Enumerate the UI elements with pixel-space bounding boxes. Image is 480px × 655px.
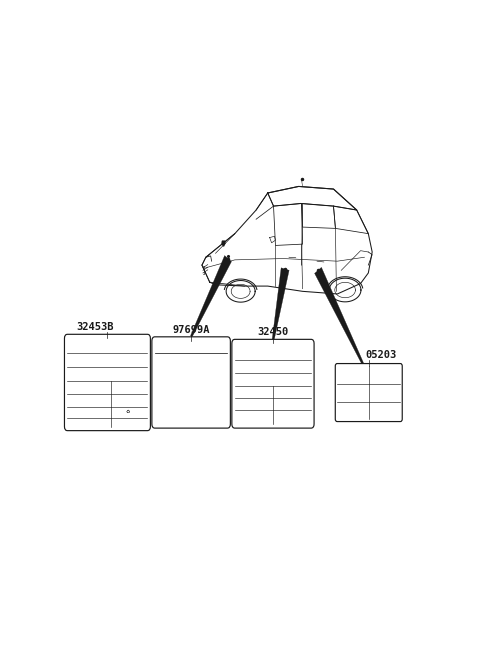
Text: 97699A: 97699A xyxy=(172,325,210,335)
FancyBboxPatch shape xyxy=(64,334,150,430)
Polygon shape xyxy=(314,267,364,365)
Polygon shape xyxy=(191,255,231,337)
Text: 05203: 05203 xyxy=(366,350,397,360)
FancyBboxPatch shape xyxy=(152,337,230,428)
FancyBboxPatch shape xyxy=(335,364,402,422)
FancyBboxPatch shape xyxy=(232,339,314,428)
Text: 32453B: 32453B xyxy=(77,322,114,332)
Polygon shape xyxy=(272,268,289,342)
Text: ♻: ♻ xyxy=(126,409,131,414)
Text: 32450: 32450 xyxy=(257,328,288,337)
